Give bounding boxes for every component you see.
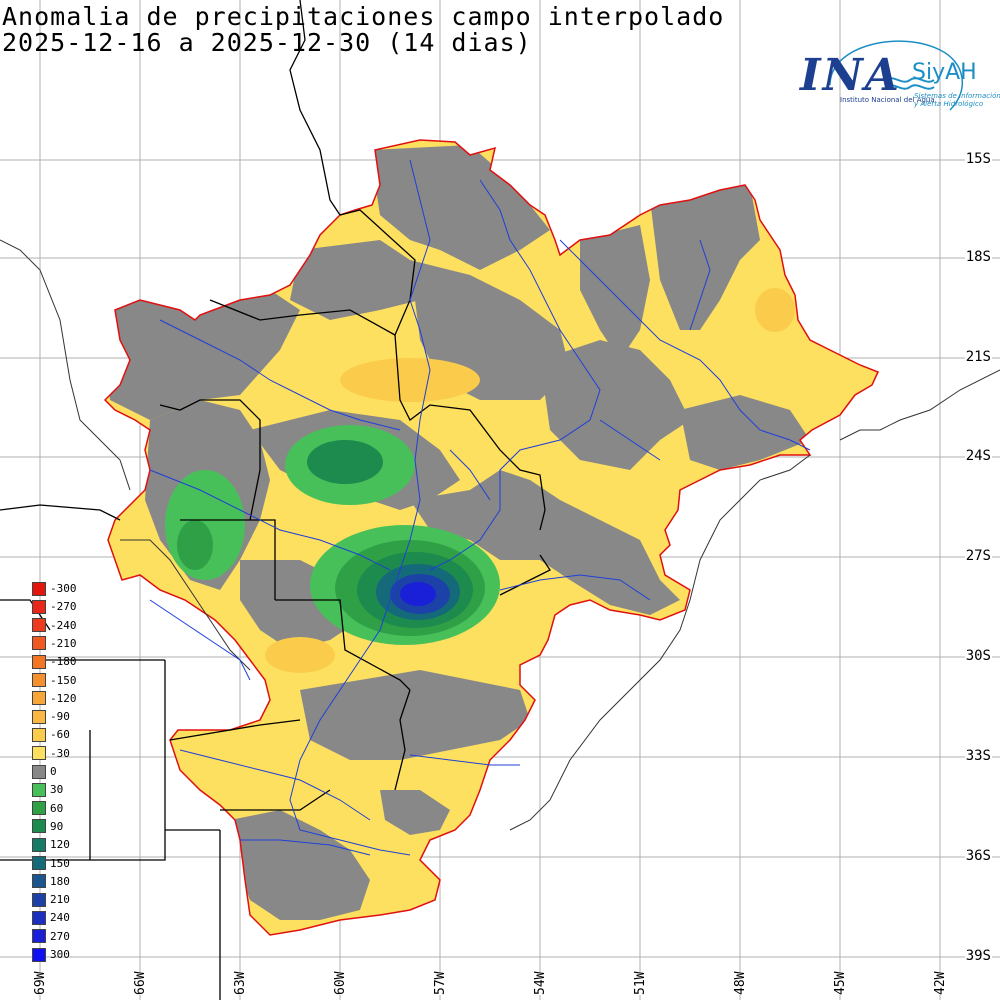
legend-label: 270 xyxy=(50,929,70,943)
lon-label-54w: 54W xyxy=(533,971,548,995)
legend-label: -60 xyxy=(50,728,70,742)
legend-swatch xyxy=(32,837,46,852)
legend-label: -180 xyxy=(50,655,77,669)
legend-label: -210 xyxy=(50,636,77,650)
legend-swatch xyxy=(32,782,46,797)
legend-item: 300 xyxy=(32,946,70,963)
logo-swoosh-icon xyxy=(829,40,964,111)
lon-label-66w: 66W xyxy=(133,971,148,995)
legend-item: 120 xyxy=(32,836,70,853)
legend-item: 90 xyxy=(32,818,63,835)
lat-label-15s: 15S xyxy=(964,151,992,167)
legend-swatch xyxy=(32,819,46,834)
lat-label-30s: 30S xyxy=(964,648,992,664)
legend-item: 210 xyxy=(32,891,70,908)
lon-label-51w: 51W xyxy=(633,971,648,995)
coastline xyxy=(0,239,1000,831)
legend-swatch xyxy=(32,599,46,614)
legend-label: -270 xyxy=(50,600,77,614)
legend-item: -270 xyxy=(32,598,77,615)
legend-label: 180 xyxy=(50,874,70,888)
legend-item: 30 xyxy=(32,781,63,798)
legend-label: -300 xyxy=(50,582,77,595)
lon-label-63w: 63W xyxy=(233,971,248,995)
legend-swatch xyxy=(32,654,46,669)
legend-swatch xyxy=(32,856,46,870)
logo-subtitle-2: Sistemas de Información y Alerta Hidroló… xyxy=(914,92,1000,108)
legend-item: 0 xyxy=(32,763,57,780)
legend-swatch xyxy=(32,947,46,962)
lat-label-27s: 27S xyxy=(964,548,992,564)
legend-label: 150 xyxy=(50,856,70,870)
legend-label: 240 xyxy=(50,911,70,925)
lat-label-33s: 33S xyxy=(964,748,992,764)
legend-label: -30 xyxy=(50,746,70,760)
legend-item: -210 xyxy=(32,635,77,652)
legend-item: 180 xyxy=(32,873,70,890)
legend-swatch xyxy=(32,636,46,651)
legend-item: 240 xyxy=(32,909,70,926)
anomaly-field xyxy=(105,140,878,935)
legend-item: -150 xyxy=(32,672,77,689)
legend-swatch xyxy=(32,673,46,687)
legend-label: 30 xyxy=(50,783,64,797)
legend-item: 150 xyxy=(32,855,70,872)
logo-siyah-text: SiyAH xyxy=(912,60,977,85)
lat-label-24s: 24S xyxy=(964,448,992,464)
lat-label-36s: 36S xyxy=(964,848,992,864)
legend-swatch xyxy=(32,727,46,742)
legend-item: -120 xyxy=(32,690,77,707)
logo-ina-text: INA xyxy=(800,50,901,101)
lon-label-48w: 48W xyxy=(733,971,748,995)
legend-swatch xyxy=(32,581,46,596)
legend-swatch xyxy=(32,691,46,706)
map-title: Anomalia de precipitaciones campo interp… xyxy=(2,2,725,31)
legend-swatch xyxy=(32,874,46,889)
ina-siyah-logo: INA SiyAH Instituto Nacional del Agua Si… xyxy=(790,30,1000,130)
legend-label: 0 xyxy=(50,765,57,778)
lat-label-21s: 21S xyxy=(964,349,992,365)
lat-label-39s: 39S xyxy=(964,948,992,964)
logo-subtitle: Instituto Nacional del Agua xyxy=(840,96,935,104)
map-period: 2025-12-16 a 2025-12-30 (14 dias) xyxy=(2,28,532,57)
legend-item: -240 xyxy=(32,617,77,634)
legend-label: 120 xyxy=(50,838,70,852)
legend-swatch xyxy=(32,746,46,761)
legend-item: -300 xyxy=(32,580,77,597)
lat-label-18s: 18S xyxy=(964,249,992,265)
legend-label: 60 xyxy=(50,801,64,815)
country-borders xyxy=(0,0,551,1000)
lon-label-69w: 69W xyxy=(33,971,48,995)
lon-label-45w: 45W xyxy=(833,971,848,995)
legend-item: -60 xyxy=(32,726,70,743)
lon-label-42w: 42W xyxy=(933,971,948,995)
legend-label: 90 xyxy=(50,819,64,833)
legend-swatch xyxy=(32,618,46,633)
legend-swatch xyxy=(32,801,46,816)
lon-label-57w: 57W xyxy=(433,971,448,995)
lon-label-60w: 60W xyxy=(333,971,348,995)
legend-item: -180 xyxy=(32,653,77,670)
legend-label: 300 xyxy=(50,948,70,961)
legend-item: -90 xyxy=(32,708,70,725)
legend-label: -90 xyxy=(50,710,70,724)
rivers xyxy=(149,159,811,856)
legend-label: -150 xyxy=(50,673,77,687)
legend-swatch xyxy=(32,764,46,779)
legend-label: 210 xyxy=(50,893,70,907)
legend-label: -240 xyxy=(50,618,77,632)
legend-swatch xyxy=(32,892,46,907)
legend-label: -120 xyxy=(50,691,77,705)
legend-item: 270 xyxy=(32,928,70,945)
legend-swatch xyxy=(32,709,46,724)
legend-swatch xyxy=(32,929,46,944)
legend-item: 60 xyxy=(32,800,63,817)
legend-swatch xyxy=(32,910,46,925)
legend-item: -30 xyxy=(32,745,70,762)
